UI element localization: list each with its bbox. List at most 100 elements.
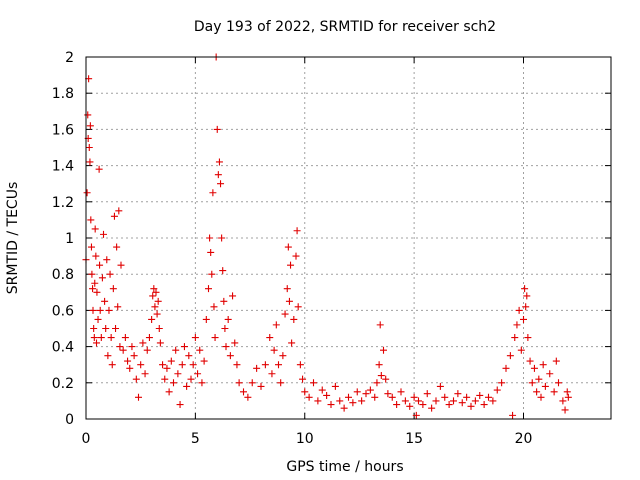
data-point — [517, 346, 525, 354]
data-point — [393, 401, 401, 409]
data-point — [229, 292, 237, 300]
y-tick-label: 0.8 — [52, 267, 74, 283]
data-point — [104, 352, 112, 360]
data-point — [509, 411, 517, 419]
data-point — [314, 397, 322, 405]
data-point — [485, 393, 492, 401]
y-tick-label: 2 — [65, 50, 74, 66]
data-point — [92, 252, 100, 260]
data-point — [358, 397, 366, 405]
data-point — [270, 346, 278, 354]
data-point — [114, 303, 122, 311]
data-point — [218, 234, 226, 242]
data-point — [89, 306, 97, 314]
data-point — [180, 343, 188, 351]
grid-lines — [86, 57, 611, 419]
x-tick-label: 5 — [191, 431, 200, 447]
data-point — [83, 189, 91, 197]
data-point — [564, 393, 572, 401]
data-point — [231, 339, 239, 347]
x-tick-label: 0 — [82, 431, 91, 447]
data-point — [196, 346, 204, 354]
data-point — [480, 401, 488, 409]
data-point — [521, 285, 529, 293]
data-point — [159, 361, 167, 369]
data-point — [463, 393, 471, 401]
data-point — [528, 379, 536, 387]
x-tick-label: 10 — [296, 431, 314, 447]
data-point — [301, 388, 309, 396]
data-point — [137, 361, 145, 369]
data-point — [153, 310, 161, 318]
data-point — [535, 375, 543, 383]
data-point — [384, 390, 392, 398]
data-point — [214, 171, 222, 179]
data-point — [401, 397, 409, 405]
data-point — [87, 216, 95, 224]
data-point — [90, 334, 98, 342]
y-tick-label: 0.6 — [52, 303, 74, 319]
data-point — [215, 158, 223, 166]
data-point — [119, 346, 127, 354]
data-point — [441, 393, 449, 401]
data-point — [183, 382, 191, 390]
data-point — [96, 261, 104, 269]
data-point — [185, 352, 193, 360]
data-point — [191, 334, 199, 342]
data-point — [415, 397, 422, 405]
data-point — [272, 321, 280, 329]
data-point — [285, 297, 293, 305]
data-point — [546, 370, 554, 378]
data-point — [323, 391, 331, 399]
data-point — [436, 382, 444, 390]
data-point — [288, 339, 296, 347]
data-point — [145, 334, 153, 342]
data-point — [151, 303, 159, 311]
data-point — [432, 397, 440, 405]
data-point — [150, 285, 158, 293]
data-point — [281, 310, 289, 318]
data-point — [174, 370, 182, 378]
data-point — [91, 225, 99, 233]
data-point — [141, 370, 149, 378]
data-point — [471, 397, 479, 405]
data-point — [410, 393, 418, 401]
data-point — [93, 288, 101, 296]
data-point — [511, 334, 519, 342]
data-point — [419, 401, 427, 409]
data-point — [454, 390, 462, 398]
data-point — [209, 189, 217, 197]
data-point — [91, 279, 99, 287]
data-point — [132, 375, 140, 383]
data-point — [116, 343, 124, 351]
data-point — [220, 297, 228, 305]
data-point — [96, 306, 104, 314]
data-point — [428, 404, 436, 412]
data-point — [139, 339, 147, 347]
data-point — [552, 357, 560, 365]
data-point — [513, 321, 521, 329]
y-tick-label: 0.2 — [52, 376, 74, 392]
data-point — [522, 303, 530, 311]
data-point — [406, 402, 414, 410]
data-point — [170, 379, 177, 387]
data-point — [318, 386, 326, 394]
data-point — [331, 382, 339, 390]
data-point — [90, 325, 98, 332]
data-point — [176, 401, 184, 409]
y-tick-label: 1.6 — [52, 122, 74, 138]
data-point — [287, 261, 295, 269]
data-point — [194, 370, 202, 378]
data-point — [85, 144, 93, 151]
data-point — [340, 404, 348, 412]
data-point — [277, 379, 285, 387]
data-point — [207, 248, 215, 256]
data-point — [217, 180, 225, 188]
data-point — [222, 343, 230, 351]
data-point — [93, 339, 100, 347]
data-point — [156, 339, 164, 347]
data-point — [293, 227, 301, 235]
data-point — [235, 379, 243, 387]
data-point — [261, 361, 269, 369]
data-point — [121, 334, 129, 342]
